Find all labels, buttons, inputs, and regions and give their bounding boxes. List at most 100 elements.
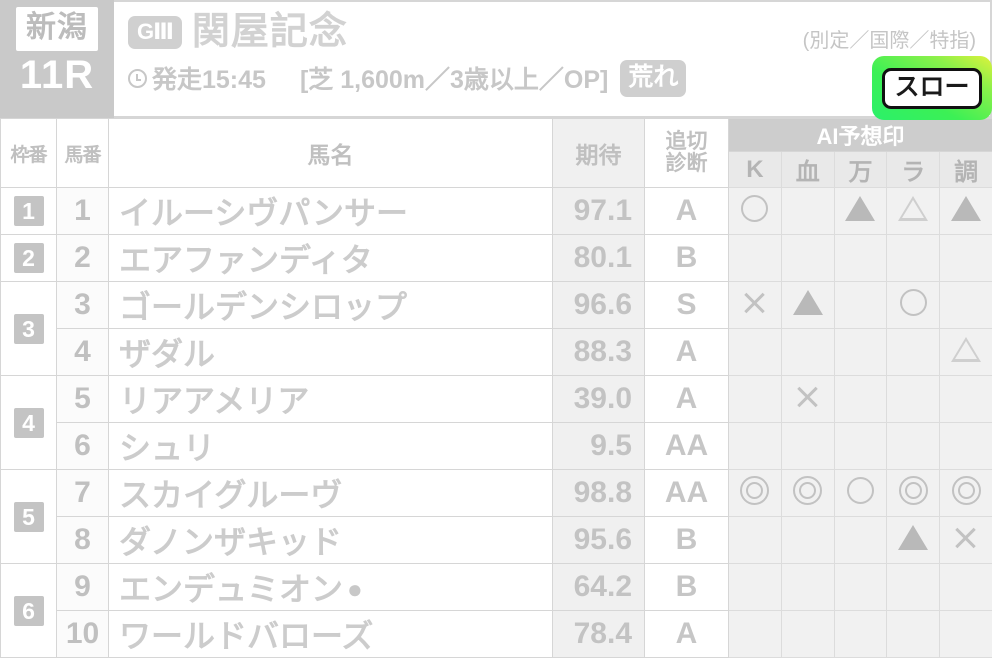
horse-name-cell[interactable]: ワールドバローズ — [109, 611, 553, 658]
race-header: 新潟 11R (別定／国際／特指) GⅢ 関屋記念 発走15:45 [芝 1,6… — [0, 0, 992, 118]
frame-number-badge: 4 — [14, 408, 44, 438]
horse-number-cell[interactable]: 9 — [57, 564, 109, 611]
expectation-cell: 9.5 — [553, 423, 645, 470]
workout-grade-cell: B — [645, 235, 729, 282]
mark-cell-chou — [940, 282, 992, 329]
mark-cell-ketsu — [781, 329, 834, 376]
rough-badge[interactable]: 荒れ — [620, 60, 686, 97]
mark-cell-man — [834, 470, 887, 517]
column-header-waku[interactable]: 枠番 — [1, 119, 57, 188]
horse-number-cell[interactable]: 7 — [57, 470, 109, 517]
grade-badge: GⅢ — [128, 16, 182, 49]
mark-cell-k — [729, 188, 782, 235]
mark-cell-k — [729, 282, 782, 329]
mark-cell-ra — [887, 376, 940, 423]
horse-number-cell[interactable]: 5 — [57, 376, 109, 423]
mark-cell-chou — [940, 329, 992, 376]
column-header-mark-ra[interactable]: ラ — [887, 152, 940, 188]
horse-name-cell[interactable]: ザダル — [109, 329, 553, 376]
circle-mark-icon — [741, 195, 768, 222]
horse-name-cell[interactable]: シュリ — [109, 423, 553, 470]
table-head-row-1: 枠番 馬番 馬名 期待 追切 診断 AI予想印 — [1, 119, 992, 152]
pace-badge[interactable]: スロー — [882, 68, 981, 109]
horse-name-cell[interactable]: エンデュミオン● — [109, 564, 553, 611]
mark-cell-ketsu — [781, 188, 834, 235]
horse-name-cell[interactable]: ダノンザキッド — [109, 517, 553, 564]
column-header-oikiri[interactable]: 追切 診断 — [645, 119, 729, 188]
column-header-oikiri-line2: 診断 — [645, 153, 728, 175]
column-header-name[interactable]: 馬名 — [109, 119, 553, 188]
workout-grade-cell: AA — [645, 423, 729, 470]
horse-name-cell[interactable]: リアアメリア — [109, 376, 553, 423]
mark-cell-ra — [887, 423, 940, 470]
frame-number-cell[interactable]: 3 — [1, 282, 57, 376]
expectation-cell: 39.0 — [553, 376, 645, 423]
frame-number-cell[interactable]: 6 — [1, 564, 57, 658]
workout-grade-cell: B — [645, 564, 729, 611]
open-triangle-mark-icon — [951, 337, 981, 362]
horse-name-cell[interactable]: スカイグルーヴ — [109, 470, 553, 517]
frame-number-badge: 2 — [14, 243, 44, 273]
race-number: 11R — [20, 55, 94, 95]
horse-number-cell[interactable]: 10 — [57, 611, 109, 658]
frame-number-cell[interactable]: 4 — [1, 376, 57, 470]
column-header-mark-chou[interactable]: 調 — [940, 152, 992, 188]
workout-grade-cell: AA — [645, 470, 729, 517]
mark-cell-ra — [887, 564, 940, 611]
filled-triangle-mark-icon — [951, 196, 981, 221]
horse-name-cell[interactable]: エアファンディタ — [109, 235, 553, 282]
horse-note-dot-icon: ● — [347, 574, 363, 604]
workout-grade-cell: A — [645, 188, 729, 235]
filled-triangle-mark-icon — [793, 290, 823, 315]
post-time-label: 発走15:45 — [152, 60, 266, 96]
frame-number-cell[interactable]: 1 — [1, 188, 57, 235]
mark-cell-chou — [940, 376, 992, 423]
mark-cell-ketsu — [781, 470, 834, 517]
column-header-uma[interactable]: 馬番 — [57, 119, 109, 188]
mark-cell-man — [834, 188, 887, 235]
expectation-cell: 78.4 — [553, 611, 645, 658]
horse-number-cell[interactable]: 8 — [57, 517, 109, 564]
horse-number-cell[interactable]: 4 — [57, 329, 109, 376]
horse-name-cell[interactable]: イルーシヴパンサー — [109, 188, 553, 235]
column-header-mark-k[interactable]: K — [729, 152, 782, 188]
race-sub-row: 発走15:45 [芝 1,600m／3歳以上／OP] 荒れ — [128, 56, 978, 100]
frame-number-cell[interactable]: 5 — [1, 470, 57, 564]
horse-number-cell[interactable]: 3 — [57, 282, 109, 329]
course-conditions: [芝 1,600m／3歳以上／OP] — [300, 60, 608, 96]
expectation-cell: 96.6 — [553, 282, 645, 329]
expectation-cell: 80.1 — [553, 235, 645, 282]
mark-cell-ra — [887, 282, 940, 329]
horse-number-cell[interactable]: 1 — [57, 188, 109, 235]
column-header-kitai[interactable]: 期待 — [553, 119, 645, 188]
column-header-mark-man[interactable]: 万 — [834, 152, 887, 188]
mark-cell-k — [729, 376, 782, 423]
horse-number-cell[interactable]: 6 — [57, 423, 109, 470]
circle-mark-icon — [900, 289, 927, 316]
column-header-mark-ketsu[interactable]: 血 — [781, 152, 834, 188]
race-title: 関屋記念 — [192, 13, 348, 51]
double-circle-mark-icon — [899, 476, 928, 505]
mark-cell-k — [729, 611, 782, 658]
pace-badge-highlight: スロー — [872, 56, 992, 120]
double-circle-mark-icon — [740, 476, 769, 505]
mark-cell-ketsu — [781, 282, 834, 329]
frame-number-badge: 5 — [14, 502, 44, 532]
workout-grade-cell: A — [645, 329, 729, 376]
horse-number-cell[interactable]: 2 — [57, 235, 109, 282]
frame-number-badge: 6 — [14, 596, 44, 626]
frame-number-cell[interactable]: 2 — [1, 235, 57, 282]
horse-name-cell[interactable]: ゴールデンシロップ — [109, 282, 553, 329]
expectation-cell: 88.3 — [553, 329, 645, 376]
